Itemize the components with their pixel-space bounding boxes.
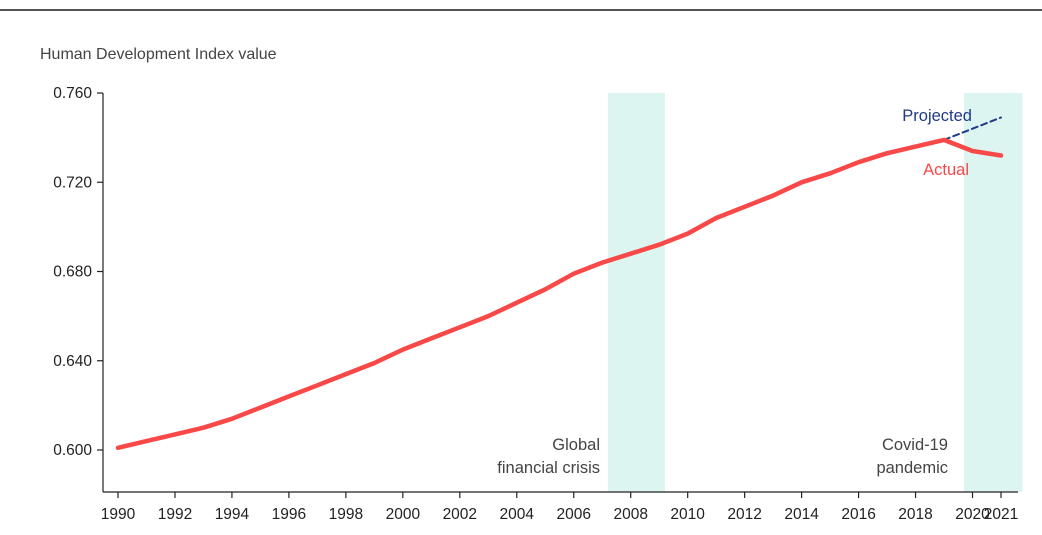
x-tick-label: 2012 — [727, 506, 761, 523]
y-tick-label: 0.680 — [53, 264, 92, 281]
x-tick-label: 2018 — [898, 506, 932, 523]
x-tick-label: 2006 — [556, 506, 590, 523]
x-tick-label: 2008 — [613, 506, 647, 523]
x-tick-label: 2014 — [784, 506, 819, 523]
shaded-period-2 — [963, 93, 1023, 492]
y-tick-label: 0.600 — [53, 442, 92, 459]
shaded-periods — [607, 93, 1023, 492]
series — [115, 116, 1004, 451]
x-tick-label: 2020 — [955, 506, 990, 523]
x-tick-label: 1992 — [158, 506, 192, 523]
y-tick-label: 0.640 — [53, 353, 92, 370]
legend-label-actual: Actual — [923, 161, 969, 179]
shaded-period-label: pandemic — [876, 459, 948, 477]
x-tick-label: 2021 — [984, 506, 1018, 523]
y-tick-label: 0.760 — [53, 85, 92, 102]
x-tick-label: 2004 — [500, 506, 535, 523]
series-line-actual — [115, 137, 1004, 451]
x-tick-label: 1990 — [101, 506, 136, 523]
shaded-period-label: Global — [552, 436, 600, 454]
legend-label-projected: Projected — [902, 107, 972, 125]
annotations: Projected Actual Global financial crisis Cov… — [497, 107, 972, 477]
x-tick-label: 2010 — [670, 506, 705, 523]
series-line-projected — [943, 116, 1002, 141]
shaded-period-label: Covid-19 — [882, 436, 948, 454]
shaded-period-1 — [607, 93, 665, 492]
y-axis-label: Human Development Index value — [40, 46, 277, 63]
x-tick-label: 2002 — [443, 506, 477, 523]
x-tick-label: 1996 — [272, 506, 306, 523]
shaded-period-label: financial crisis — [497, 459, 600, 477]
x-tick-label: 2000 — [386, 506, 421, 523]
y-tick-label: 0.720 — [53, 174, 92, 191]
axes: 0.600 0.640 0.680 0.720 0.760 1990 1992 1994 199… — [53, 85, 1018, 523]
x-tick-label: 1998 — [329, 506, 363, 523]
x-tick-label: 1994 — [215, 506, 250, 523]
x-tick-label: 2016 — [841, 506, 875, 523]
